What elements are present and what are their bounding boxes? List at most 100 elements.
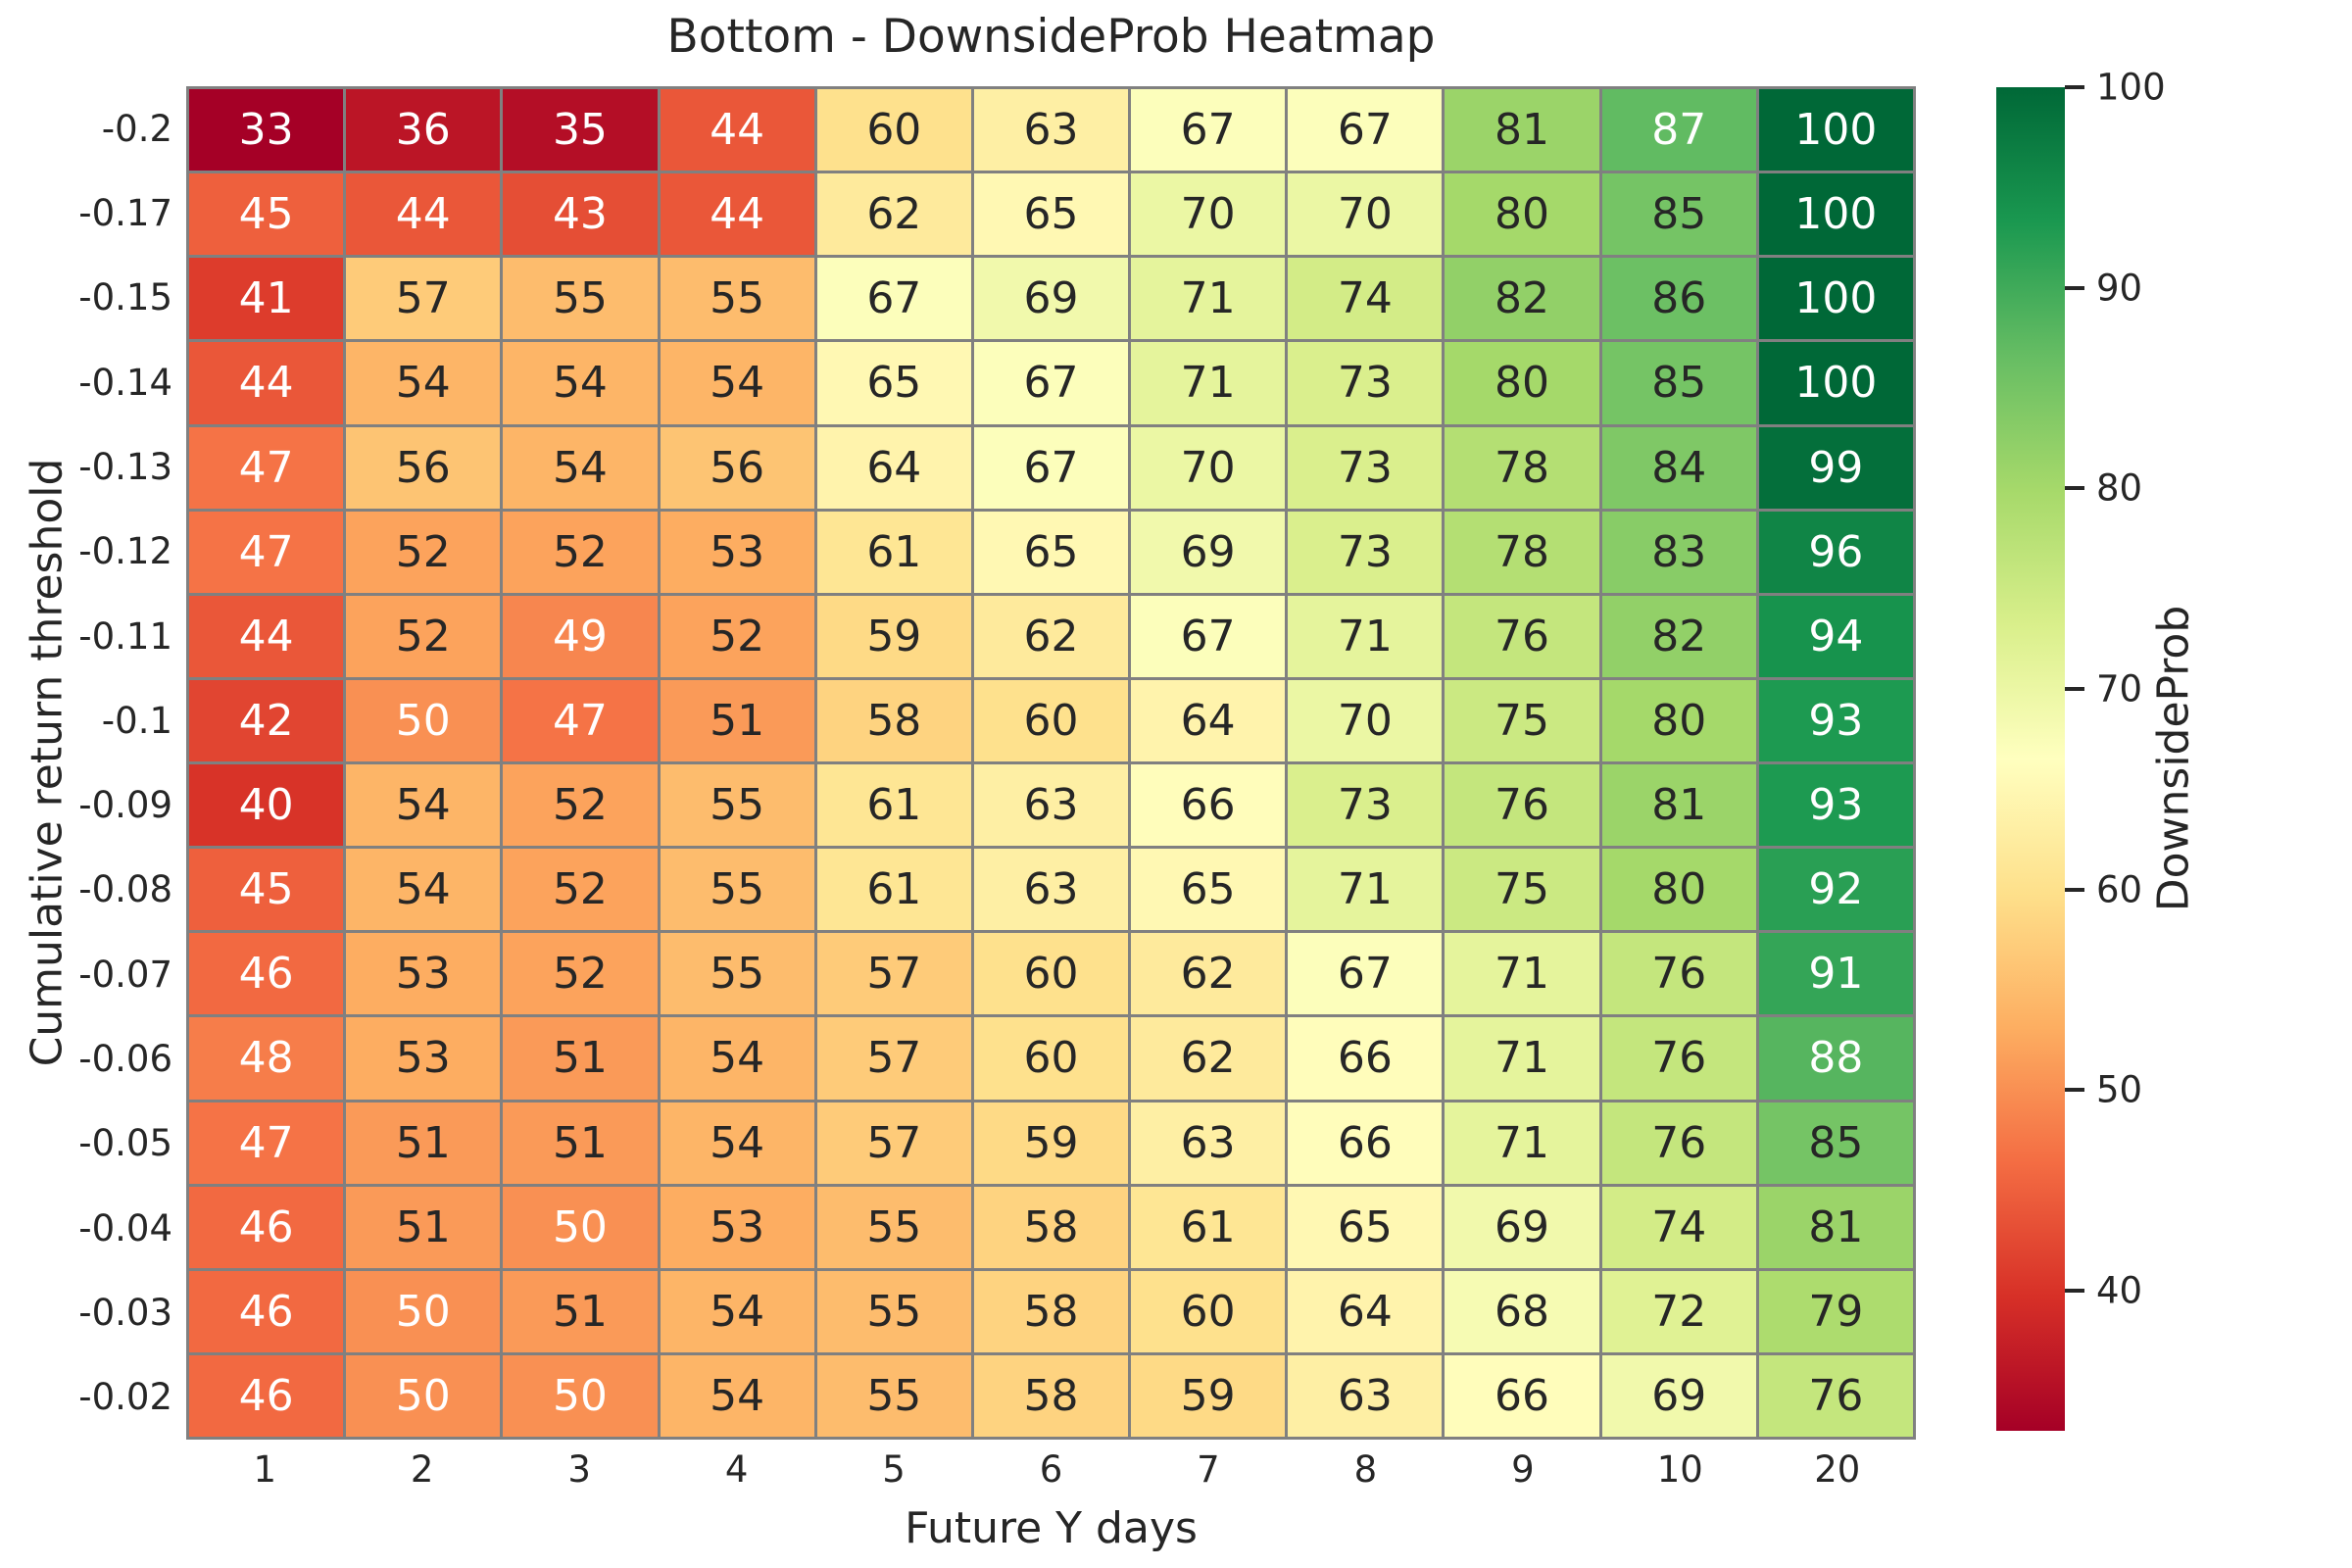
heatmap-cell: 76 <box>1445 595 1599 677</box>
heatmap-cell: 84 <box>1601 426 1756 509</box>
heatmap-cell: 71 <box>1131 342 1286 424</box>
heatmap-cell: 71 <box>1445 933 1599 1015</box>
heatmap-cell: 54 <box>346 849 501 931</box>
heatmap-cell: 72 <box>1601 1270 1756 1352</box>
heatmap-cell: 64 <box>816 426 971 509</box>
heatmap-cell: 67 <box>1288 933 1443 1015</box>
colorbar: 100 90 80 70 60 50 40 <box>1996 67 2290 1431</box>
colorbar-tick-label: 70 <box>2096 667 2143 710</box>
y-tick-label: -0.02 <box>78 1376 172 1419</box>
heatmap-cell: 75 <box>1445 679 1599 761</box>
heatmap-cell: 70 <box>1288 679 1443 761</box>
heatmap-cell: 58 <box>973 1270 1129 1352</box>
heatmap-cell: 59 <box>973 1102 1129 1184</box>
chart-title: Bottom - DownsideProb Heatmap <box>666 10 1436 64</box>
heatmap-cell: 63 <box>973 764 1129 847</box>
heatmap-cell: 86 <box>1601 258 1756 340</box>
x-tick-labels: 1 2 3 4 5 6 7 8 9 10 20 <box>186 1447 1916 1493</box>
heatmap-cell: 52 <box>660 595 814 677</box>
x-tick-label: 2 <box>410 1448 434 1491</box>
heatmap-cell: 52 <box>346 595 501 677</box>
colorbar-tick <box>2065 1088 2084 1093</box>
heatmap-cell: 63 <box>1131 1102 1286 1184</box>
x-tick-label: 4 <box>724 1448 749 1491</box>
heatmap-cell: 56 <box>660 426 814 509</box>
heatmap-cell: 54 <box>346 764 501 847</box>
heatmap-cell: 81 <box>1601 764 1756 847</box>
heatmap-cell: 66 <box>1288 1017 1443 1100</box>
heatmap-cell: 50 <box>346 1270 501 1352</box>
colorbar-gradient <box>1996 87 2065 1431</box>
y-tick-label: -0.2 <box>101 107 172 150</box>
heatmap-cell: 61 <box>1131 1186 1286 1268</box>
heatmap-cell: 100 <box>1758 173 1913 256</box>
heatmap-cell: 55 <box>816 1270 971 1352</box>
heatmap-cell: 55 <box>660 849 814 931</box>
heatmap-cell: 62 <box>973 595 1129 677</box>
y-tick-label: -0.03 <box>78 1292 172 1335</box>
y-tick-label: -0.08 <box>78 868 172 911</box>
heatmap-cell: 61 <box>816 511 971 593</box>
x-tick-label: 7 <box>1197 1448 1220 1491</box>
y-tick-label: -0.13 <box>78 445 172 488</box>
heatmap-cell: 80 <box>1445 173 1599 256</box>
heatmap-cell: 85 <box>1758 1102 1913 1184</box>
heatmap-cell: 56 <box>346 426 501 509</box>
heatmap-cell: 59 <box>816 595 971 677</box>
heatmap-cell: 73 <box>1288 342 1443 424</box>
heatmap-cell: 47 <box>189 426 344 509</box>
heatmap-cell: 46 <box>189 1354 344 1437</box>
heatmap-cell: 60 <box>973 933 1129 1015</box>
y-tick-label: -0.14 <box>78 361 172 404</box>
heatmap-cell: 35 <box>503 89 658 172</box>
heatmap-cell: 62 <box>1131 1017 1286 1100</box>
heatmap-cell: 85 <box>1601 342 1756 424</box>
heatmap-cell: 81 <box>1758 1186 1913 1268</box>
heatmap-cell: 51 <box>503 1102 658 1184</box>
heatmap-cell: 80 <box>1445 342 1599 424</box>
heatmap-cell: 58 <box>816 679 971 761</box>
heatmap-cell: 68 <box>1445 1270 1599 1352</box>
heatmap-cell: 57 <box>816 933 971 1015</box>
heatmap-cell: 51 <box>660 679 814 761</box>
heatmap-cell: 64 <box>1288 1270 1443 1352</box>
heatmap-cell: 60 <box>973 1017 1129 1100</box>
heatmap-cell: 55 <box>660 764 814 847</box>
heatmap-cell: 50 <box>346 679 501 761</box>
colorbar-tick-label: 40 <box>2096 1269 2143 1312</box>
heatmap-cell: 36 <box>346 89 501 172</box>
heatmap-cell: 100 <box>1758 342 1913 424</box>
heatmap-cell: 61 <box>816 764 971 847</box>
heatmap-cell: 44 <box>346 173 501 256</box>
x-axis-label: Future Y days <box>905 1503 1198 1553</box>
y-tick-label: -0.17 <box>78 191 172 234</box>
heatmap-cell: 76 <box>1601 933 1756 1015</box>
y-tick-label: -0.06 <box>78 1038 172 1081</box>
heatmap-cell: 57 <box>816 1017 971 1100</box>
heatmap-cell: 47 <box>189 1102 344 1184</box>
heatmap-cell: 57 <box>816 1102 971 1184</box>
heatmap-cell: 53 <box>346 1017 501 1100</box>
heatmap-cell: 51 <box>346 1102 501 1184</box>
heatmap-cell: 55 <box>816 1354 971 1437</box>
heatmap-cell: 44 <box>189 342 344 424</box>
heatmap-cell: 45 <box>189 849 344 931</box>
colorbar-label: DownsideProb <box>2148 605 2199 912</box>
heatmap-cell: 76 <box>1445 764 1599 847</box>
heatmap-cell: 54 <box>660 342 814 424</box>
colorbar-tick <box>2065 285 2084 290</box>
heatmap-cell: 52 <box>503 849 658 931</box>
heatmap-cell: 69 <box>1445 1186 1599 1268</box>
heatmap-cell: 46 <box>189 1186 344 1268</box>
heatmap-cell: 60 <box>816 89 971 172</box>
y-tick-label: -0.09 <box>78 784 172 827</box>
heatmap-cell: 78 <box>1445 511 1599 593</box>
heatmap-cell: 79 <box>1758 1270 1913 1352</box>
colorbar-tick-label: 90 <box>2096 267 2143 310</box>
heatmap-cell: 67 <box>973 426 1129 509</box>
heatmap-cell: 71 <box>1288 595 1443 677</box>
heatmap-cell: 44 <box>189 595 344 677</box>
colorbar-tick-label: 50 <box>2096 1068 2143 1111</box>
colorbar-tick-label: 60 <box>2096 868 2143 910</box>
x-tick-label: 9 <box>1511 1448 1535 1491</box>
